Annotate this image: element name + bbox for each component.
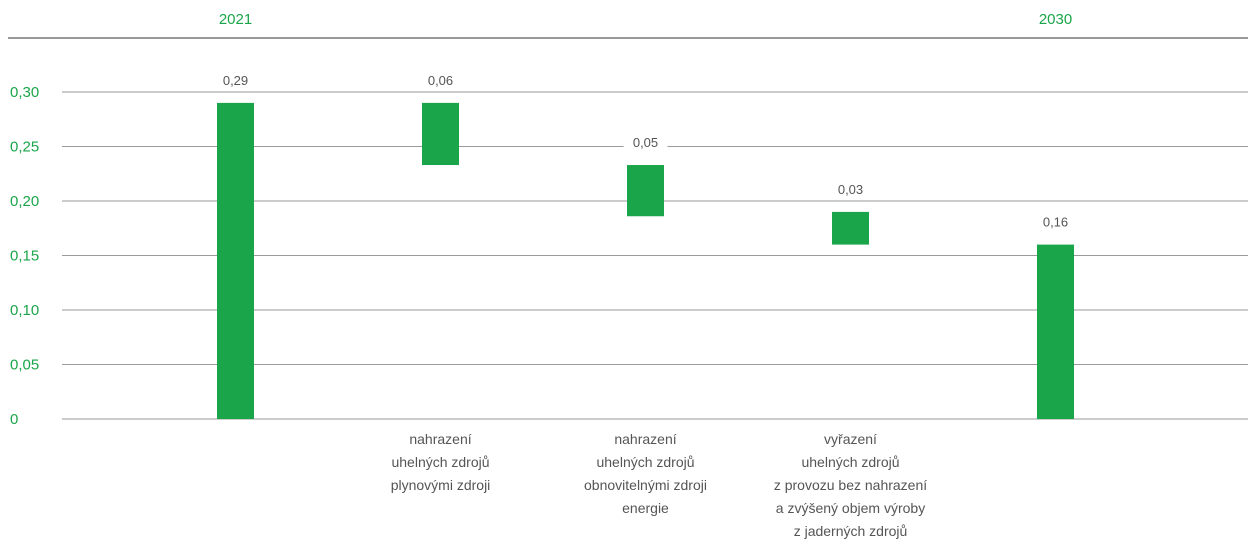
y-axis-tick-labels: 0 0,05 0,10 0,15 0,20 0,25 0,30 [10,84,39,428]
data-label-background [1033,214,1078,231]
category-label: nahrazení uhelných zdrojů plynovými zdroji [391,431,491,493]
data-label: 0,16 [1043,215,1068,230]
data-label: 0,29 [223,73,248,88]
y-tick-label: 0,30 [10,84,39,101]
data-label-background [213,72,258,89]
category-label-line: energie [622,500,669,516]
category-label-line: nahrazení [614,431,676,447]
y-tick-label: 0,25 [10,139,39,156]
category-label-line: z jaderných zdrojů [794,523,908,539]
category-label-line: z provozu bez nahrazení [774,477,927,493]
data-labels: 0,29 0,06 0,05 0,03 0,16 [213,72,1078,231]
bars [217,102,1074,420]
y-tick-label: 0,15 [10,248,39,265]
category-label-line: obnovitelnými zdroji [584,477,707,493]
year-headers: 2021 2030 [219,11,1072,28]
data-label-background [418,72,463,89]
category-label-line: uhelných zdrojů [596,454,694,470]
bar [832,211,869,245]
category-labels: nahrazení uhelných zdrojů plynovými zdroji… [391,431,928,539]
bar [217,102,254,420]
data-label: 0,05 [633,135,658,150]
data-label-background [828,181,873,198]
category-label-line: uhelných zdrojů [391,454,489,470]
category-label-line: plynovými zdroji [391,477,491,493]
bar [422,102,459,166]
category-label-line: uhelných zdrojů [801,454,899,470]
year-header-label: 2021 [219,11,252,28]
category-label: nahrazení uhelných zdrojů obnovitelnými zd… [584,431,707,516]
category-label: vyřazení uhelných zdrojů z provozu bez nah… [774,431,927,539]
data-label-background [623,135,668,152]
y-tick-label: 0,20 [10,193,39,210]
bar [627,165,664,217]
data-label: 0,03 [838,182,863,197]
category-label-line: a zvýšený objem výroby [776,500,925,516]
y-tick-label: 0,10 [10,302,39,319]
y-tick-label: 0,05 [10,357,39,374]
category-label-line: nahrazení [409,431,471,447]
category-label-line: vyřazení [824,431,877,447]
data-label: 0,06 [428,73,453,88]
bar [1037,244,1074,419]
year-header-label: 2030 [1039,11,1072,28]
y-tick-label: 0 [10,411,18,428]
